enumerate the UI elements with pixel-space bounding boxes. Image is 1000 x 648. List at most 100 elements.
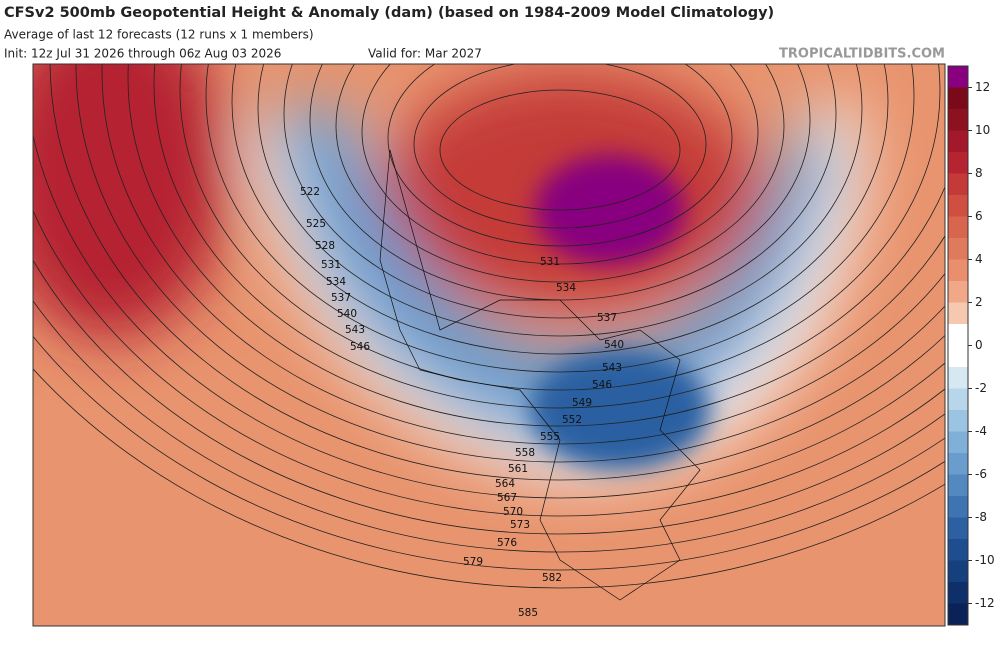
contour-label: 567 — [497, 492, 517, 504]
colorbar-segment — [948, 216, 968, 239]
colorbar-segment — [948, 324, 968, 346]
colorbar-segment — [948, 109, 968, 131]
colorbar-label: 4 — [975, 252, 983, 266]
colorbar-segment — [948, 281, 968, 303]
colorbar-segment — [948, 453, 968, 475]
colorbar-segment — [948, 345, 968, 368]
colorbar-label: 12 — [975, 80, 990, 94]
contour-label: 582 — [542, 572, 562, 584]
contour-line — [75, 64, 945, 463]
contour-label: 573 — [510, 519, 530, 531]
contour-label: 549 — [572, 397, 592, 409]
contour-label: 534 — [556, 282, 576, 294]
contour-label: 531 — [321, 259, 341, 271]
contour-line — [179, 64, 941, 391]
contour-line — [49, 64, 945, 481]
contour-line — [33, 299, 945, 553]
colorbar-segment — [948, 388, 968, 411]
contour-line — [387, 64, 733, 247]
anomaly-high — [33, 64, 230, 340]
contour-label: 525 — [306, 218, 326, 230]
contour-line — [101, 64, 945, 445]
title: CFSv2 500mb Geopotential Height & Anomal… — [4, 5, 774, 21]
contour-line — [33, 259, 945, 535]
colorbar-segment — [948, 517, 968, 540]
contour-label: 528 — [315, 240, 335, 252]
contour-line — [33, 335, 945, 571]
colorbar-segment — [948, 238, 968, 260]
colorbar-segment — [948, 130, 968, 153]
contour-line — [361, 64, 759, 265]
contour-label: 579 — [463, 556, 483, 568]
colorbar-label: 8 — [975, 166, 983, 180]
contour-label: 561 — [508, 463, 528, 475]
colorbar-label: 0 — [975, 338, 983, 352]
contour-label: 531 — [540, 256, 560, 268]
height-contours — [33, 64, 945, 589]
contour-line — [153, 64, 945, 409]
colorbar-label: -10 — [975, 553, 995, 567]
colorbar-label: 10 — [975, 123, 990, 137]
map — [33, 64, 945, 626]
colorbar-segment — [948, 603, 968, 626]
colorbar-segment — [948, 87, 968, 110]
contour-label: 570 — [503, 506, 523, 518]
contour-line — [335, 64, 785, 283]
contour-line — [205, 64, 915, 373]
colorbar-segment — [948, 474, 968, 497]
contour-label: 555 — [540, 431, 560, 443]
contour-line — [257, 64, 863, 337]
colorbar-segment — [948, 582, 968, 604]
contour-label: 537 — [331, 292, 351, 304]
contour-line — [33, 209, 945, 517]
contour-label: 558 — [515, 447, 535, 459]
colorbar-segment — [948, 496, 968, 518]
valid-time: Valid for: Mar 2027 — [368, 47, 482, 61]
colorbar-segment — [948, 173, 968, 196]
contour-label: 537 — [597, 312, 617, 324]
colorbar-segment — [948, 539, 968, 561]
contour-label: 546 — [350, 341, 370, 353]
contour-line — [33, 368, 945, 589]
plot-border — [32, 63, 946, 627]
subtitle: Average of last 12 forecasts (12 runs x … — [4, 28, 314, 42]
colorbar-label: -2 — [975, 381, 987, 395]
contour-label: 543 — [602, 362, 622, 374]
contour-label: 546 — [592, 379, 612, 391]
contour-line — [283, 64, 837, 319]
colorbar-segment — [948, 302, 968, 325]
colorbar-segment — [948, 259, 968, 282]
contour-label: 585 — [518, 607, 538, 619]
contour-label: 534 — [326, 276, 346, 288]
contour-label: 576 — [497, 537, 517, 549]
colorbar-label: 6 — [975, 209, 983, 223]
contour-line — [33, 132, 945, 499]
anomaly-max — [535, 155, 685, 265]
colorbar-segment — [948, 560, 968, 583]
colorbar-label: 2 — [975, 295, 983, 309]
colorbar-label: -6 — [975, 467, 987, 481]
anomaly-low — [270, 110, 840, 450]
colorbar-label: -4 — [975, 424, 987, 438]
init-time: Init: 12z Jul 31 2026 through 06z Aug 03… — [4, 47, 281, 61]
contour-line — [413, 64, 707, 229]
source: TROPICALTIDBITS.COM — [779, 47, 945, 62]
colorbar-segment — [948, 195, 968, 217]
contour-label: 522 — [300, 186, 320, 198]
contour-label: 543 — [345, 324, 365, 336]
colorbar-segment — [948, 431, 968, 454]
contour-label: 552 — [562, 414, 582, 426]
contour-label: 564 — [495, 478, 515, 490]
contour-line — [231, 64, 889, 355]
contour-line — [127, 64, 945, 427]
colorbar-segment — [948, 152, 968, 174]
colorbar: 12 10 8 6 4 2 0 -2 -4 -6 -8 -10 -12 — [947, 65, 995, 626]
contour-line — [439, 89, 681, 211]
colorbar-label: -12 — [975, 596, 995, 610]
colorbar-label: -8 — [975, 510, 987, 524]
coastline — [379, 149, 701, 601]
contour-label: 540 — [337, 308, 357, 320]
anomaly-low-core — [530, 350, 710, 470]
colorbar-segment — [948, 367, 968, 389]
